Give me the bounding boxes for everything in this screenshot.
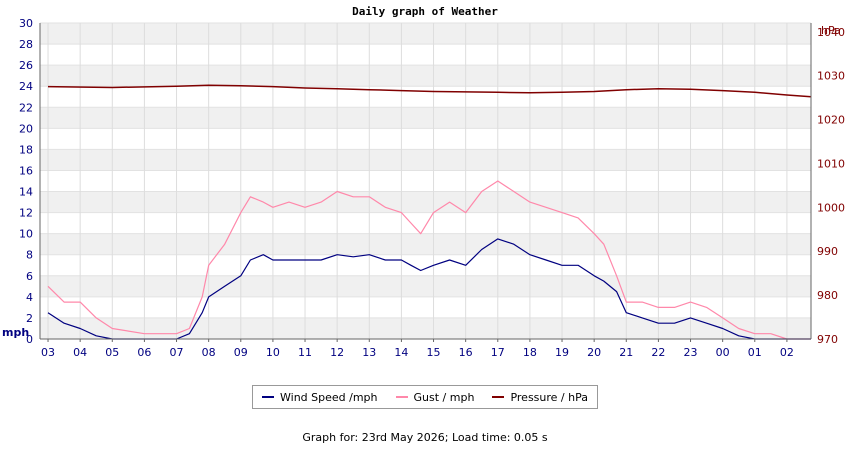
- left-tick-label: 22: [19, 101, 33, 114]
- grid-band: [40, 23, 811, 45]
- x-tick-label: 16: [459, 346, 473, 359]
- x-tick-label: 17: [491, 346, 505, 359]
- grid-lines: [40, 22, 811, 340]
- series-line: [47, 84, 812, 98]
- series-group: [47, 84, 812, 340]
- left-tick-label: 4: [26, 291, 33, 304]
- legend-label-pressure: Pressure / hPa: [510, 390, 588, 404]
- x-tick-label: 05: [105, 346, 119, 359]
- footer-text: Graph for: 23rd May 2026; Load time: 0.0…: [302, 431, 548, 444]
- left-tick-label: 18: [19, 143, 33, 156]
- left-tick-label: 20: [19, 122, 33, 135]
- left-tick-label: 16: [19, 164, 33, 177]
- wind-swatch: [262, 396, 274, 398]
- x-tick-label: 07: [170, 346, 184, 359]
- x-tick-label: 18: [523, 346, 537, 359]
- grid-band: [40, 317, 811, 339]
- x-tick-label: 14: [394, 346, 408, 359]
- legend-label-wind: Wind Speed /mph: [280, 390, 378, 404]
- x-tick-label: 11: [298, 346, 312, 359]
- x-tick-label: 22: [651, 346, 665, 359]
- left-tick-label: 10: [19, 228, 33, 241]
- legend-item-gust: Gust / mph: [395, 390, 475, 404]
- left-tick-label: 0: [26, 333, 33, 346]
- right-tick-label: 1020: [817, 114, 845, 127]
- left-axis-unit: mph: [2, 326, 29, 339]
- legend: Wind Speed /mph Gust / mph Pressure / hP…: [252, 385, 598, 409]
- x-tick-label: 00: [716, 346, 730, 359]
- x-tick-label: 23: [684, 346, 698, 359]
- x-tick-label: 10: [266, 346, 280, 359]
- background-bands: [40, 23, 811, 339]
- x-tick-label: 06: [137, 346, 151, 359]
- left-tick-label: 12: [19, 207, 33, 220]
- x-tick-label: 19: [555, 346, 569, 359]
- x-tick-label: 13: [362, 346, 376, 359]
- x-tick-label: 21: [619, 346, 633, 359]
- grid-band: [40, 275, 811, 297]
- series-line: [47, 238, 811, 340]
- grid-band: [40, 65, 811, 87]
- x-tick-label: 08: [202, 346, 216, 359]
- x-tick-label: 09: [234, 346, 248, 359]
- x-tick-label: 01: [748, 346, 762, 359]
- left-tick-label: 2: [26, 312, 33, 325]
- right-axis-unit: hPa: [821, 24, 841, 37]
- axes: 0246810121416182022242628309709809901000…: [2, 17, 845, 359]
- left-tick-label: 8: [26, 249, 33, 262]
- left-tick-label: 30: [19, 17, 33, 30]
- legend-label-gust: Gust / mph: [413, 390, 475, 404]
- x-tick-label: 04: [73, 346, 87, 359]
- right-tick-label: 970: [817, 333, 838, 346]
- right-tick-label: 990: [817, 245, 838, 258]
- right-tick-label: 1000: [817, 201, 845, 214]
- series-line: [47, 180, 811, 340]
- left-tick-label: 26: [19, 59, 33, 72]
- left-tick-label: 6: [26, 270, 33, 283]
- grid-band: [40, 191, 811, 213]
- x-tick-label: 03: [41, 346, 55, 359]
- x-tick-label: 12: [330, 346, 344, 359]
- left-tick-label: 28: [19, 38, 33, 51]
- chart-title: Daily graph of Weather: [352, 5, 498, 18]
- left-tick-label: 14: [19, 186, 33, 199]
- x-tick-label: 20: [587, 346, 601, 359]
- grid-band: [40, 233, 811, 255]
- right-tick-label: 980: [817, 289, 838, 302]
- x-tick-label: 15: [427, 346, 441, 359]
- right-tick-label: 1040: [817, 26, 845, 39]
- left-tick-label: 24: [19, 80, 33, 93]
- gust-swatch: [395, 396, 408, 398]
- right-tick-label: 1010: [817, 157, 845, 170]
- pressure-swatch: [492, 396, 505, 398]
- legend-item-wind: Wind Speed /mph: [262, 391, 378, 404]
- legend-item-pressure: Pressure / hPa: [492, 391, 588, 404]
- grid-band: [40, 107, 811, 129]
- x-tick-label: 02: [780, 346, 794, 359]
- grid-band: [40, 149, 811, 171]
- right-tick-label: 1030: [817, 70, 845, 83]
